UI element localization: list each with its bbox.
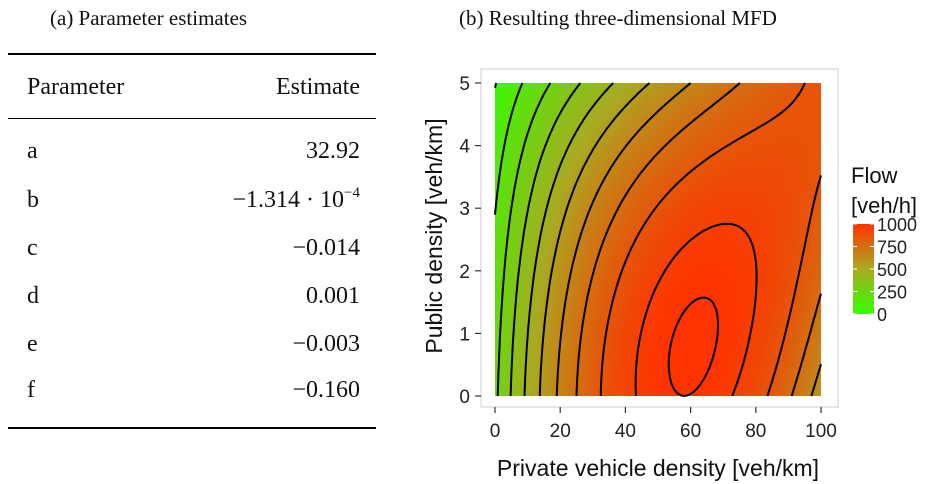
table-row-estimate: −0.160 <box>292 377 360 403</box>
y-tick-label: 2 <box>459 262 470 283</box>
table-bottom-rule <box>8 427 376 429</box>
table-row-param: a <box>27 138 38 164</box>
contour-line <box>667 296 719 397</box>
flow-heatmap <box>495 83 821 396</box>
table-row-param: e <box>27 331 38 357</box>
x-axis: 0 20 40 60 80 100 <box>490 407 837 442</box>
x-tick-label: 40 <box>615 421 636 442</box>
table-top-rule <box>8 53 376 55</box>
table-row-param: f <box>27 377 35 403</box>
legend-title: [veh/h] <box>851 193 917 218</box>
table-row-estimate: −1.314 · 10−4 <box>232 185 361 214</box>
contour-line <box>494 82 498 88</box>
legend-tick-label: 750 <box>877 238 907 258</box>
table-header-estimate: Estimate <box>276 74 360 100</box>
contour-line <box>523 82 614 397</box>
contour-line <box>634 222 758 397</box>
table-row-estimate: 0.001 <box>306 283 360 309</box>
estimate-exponent: −4 <box>344 185 360 201</box>
contour-line <box>494 82 524 215</box>
y-tick-label: 4 <box>459 137 470 158</box>
contour-line <box>555 82 822 397</box>
table-row-param: d <box>27 283 39 309</box>
table-row-param: c <box>27 235 38 261</box>
contour-lines <box>494 82 822 397</box>
legend-tick-label: 0 <box>877 305 887 325</box>
y-axis: 0 1 2 3 4 5 <box>459 74 481 408</box>
contour-line <box>599 82 822 397</box>
legend-title: Flow <box>851 163 898 188</box>
y-tick-label: 3 <box>459 199 470 220</box>
contour-line <box>575 82 822 397</box>
x-tick-label: 80 <box>745 421 766 442</box>
legend-tick-label: 1000 <box>877 215 917 235</box>
x-tick-label: 60 <box>680 421 701 442</box>
caption-a: (a) Parameter estimates <box>50 6 248 30</box>
contour-line <box>509 82 582 397</box>
table-row-estimate: −0.014 <box>292 235 360 261</box>
table-row-param: b <box>27 187 39 213</box>
y-axis-label: Public density [veh/km] <box>421 118 447 353</box>
y-tick-label: 0 <box>459 387 470 408</box>
x-tick-label: 20 <box>550 421 571 442</box>
legend-colorbar <box>853 224 874 314</box>
legend-tick-label: 500 <box>877 260 907 280</box>
x-tick-label: 0 <box>490 421 501 442</box>
table-header-parameter: Parameter <box>27 74 125 100</box>
legend-tick-label: 250 <box>877 283 907 303</box>
contour-line <box>496 82 552 397</box>
x-tick-label: 100 <box>805 421 837 442</box>
contour-line <box>538 82 651 397</box>
caption-b: (b) Resulting three-dimensional MFD <box>459 6 777 30</box>
table-row-estimate: 32.92 <box>306 138 360 164</box>
y-tick-label: 1 <box>459 324 470 345</box>
table-row-estimate: −0.003 <box>292 331 360 357</box>
table-mid-rule <box>8 118 376 119</box>
y-tick-label: 5 <box>459 74 470 95</box>
x-axis-label: Private vehicle density [veh/km] <box>497 455 819 481</box>
estimate-base: −1.314 · 10 <box>232 187 345 213</box>
